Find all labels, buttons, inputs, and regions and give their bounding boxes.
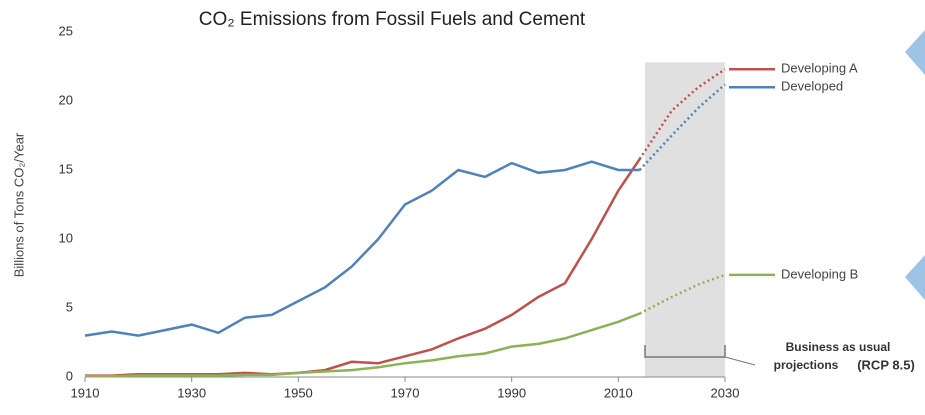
legend-label: Developing A bbox=[781, 61, 858, 76]
y-tick-label: 0 bbox=[66, 368, 73, 383]
x-tick-label: 2030 bbox=[711, 385, 740, 400]
series-line bbox=[84, 160, 640, 337]
y-tick-label: 25 bbox=[59, 23, 73, 38]
legend-label: Developed bbox=[781, 79, 843, 94]
x-tick-label: 1950 bbox=[284, 385, 313, 400]
chart-title: CO₂ Emissions from Fossil Fuels and Ceme… bbox=[199, 9, 586, 30]
projection-line bbox=[638, 68, 726, 160]
x-tick-label: 2010 bbox=[604, 385, 633, 400]
y-tick-label: 10 bbox=[59, 230, 73, 245]
ui-chevron bbox=[905, 30, 925, 75]
y-tick-label: 5 bbox=[66, 299, 73, 314]
x-tick-label: 1930 bbox=[177, 385, 206, 400]
projection-line bbox=[638, 83, 726, 171]
annotation-bracket bbox=[644, 345, 726, 358]
y-tick-label: 20 bbox=[59, 92, 73, 107]
projection-line bbox=[639, 273, 726, 315]
series-line bbox=[85, 158, 641, 377]
series-line bbox=[85, 312, 641, 378]
projection-shade bbox=[645, 62, 725, 378]
annotation: Business as usual bbox=[786, 340, 891, 354]
annotation: projections bbox=[774, 358, 839, 372]
annotation-leader bbox=[724, 356, 756, 366]
y-axis-label: Billions of Tons CO₂/Year bbox=[11, 132, 26, 277]
annotation-note: (RCP 8.5) bbox=[857, 357, 915, 372]
x-tick-label: 1990 bbox=[497, 385, 526, 400]
x-tick-label: 1910 bbox=[71, 385, 100, 400]
legend-label: Developing B bbox=[781, 266, 858, 281]
y-tick-label: 15 bbox=[59, 161, 73, 176]
ui-chevron bbox=[905, 255, 925, 300]
x-tick-label: 1970 bbox=[391, 385, 420, 400]
